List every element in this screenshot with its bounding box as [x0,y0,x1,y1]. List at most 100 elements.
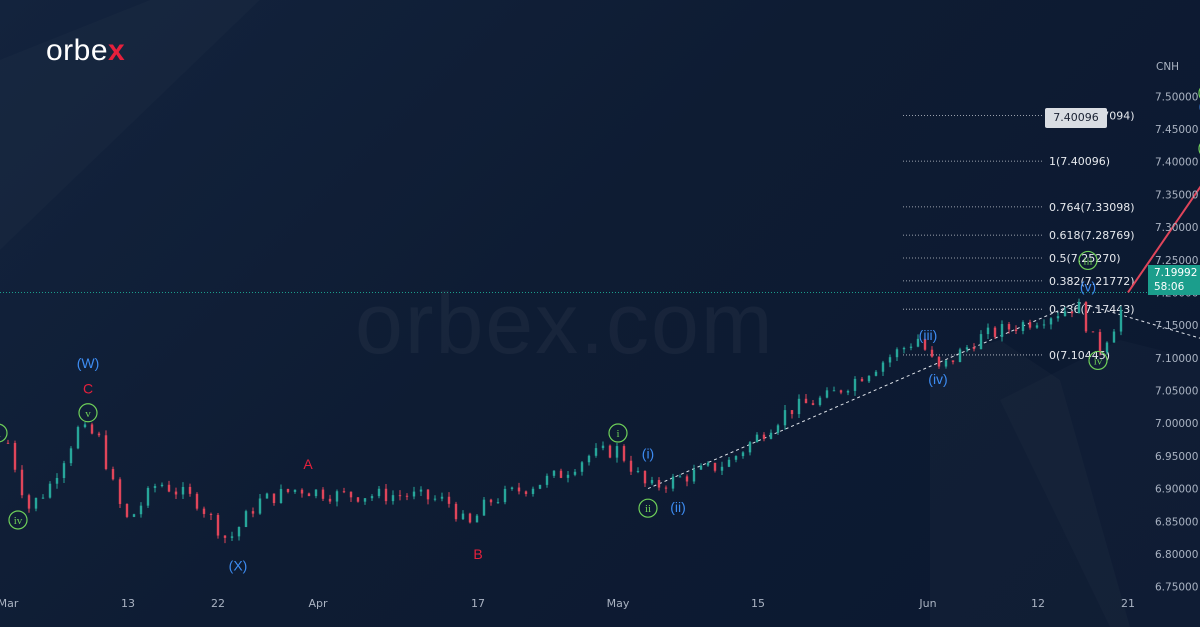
candle-body [265,493,269,499]
candle-body [426,489,430,500]
candle-body [139,505,143,515]
candle-body [293,489,297,492]
candle-body [559,470,563,478]
time-axis[interactable]: Mar1322Apr17May15Jun1221Jul [0,597,1200,610]
candle-body [440,496,444,499]
wave-label-circle [1088,350,1108,371]
wave-label-iii: iii [1078,250,1098,271]
y-tick-label: 7.25000 [1155,255,1198,267]
candle-body [986,327,990,335]
candle-body [153,486,157,488]
candle-body [321,489,325,499]
candle-body [671,476,675,489]
candle-body [650,480,654,484]
candle-body [6,442,10,444]
candle-body [342,491,346,493]
candle-body [146,487,150,506]
wave-label-text: i [616,428,619,440]
fib-level-label: 0.764(7.33098) [1049,201,1135,214]
candle-body [1028,322,1032,328]
target-price-box: 7.40096 [1045,108,1107,128]
candle-body [1042,324,1046,326]
projection-line[interactable] [1127,161,1200,294]
trend-line-upper[interactable] [1077,301,1200,355]
candle-body [1098,332,1102,353]
candle-body [881,362,885,372]
candle-body [867,375,871,382]
candle-body [958,349,962,363]
candle-body [62,463,66,479]
currency-label: CNH [1156,61,1179,73]
candle-body [335,491,339,502]
projection-arrow[interactable] [1127,147,1200,294]
y-tick-label: 6.85000 [1155,516,1198,528]
wave-label-text: ii [0,428,1,440]
candle-body [1014,329,1018,331]
candle-body [160,484,164,487]
candle-body [1112,331,1116,343]
candle-body [1063,311,1067,317]
fib-level-label: 0.5(7.25270) [1049,252,1121,265]
candle-body [692,469,696,482]
candle-body [979,334,983,350]
candle-body [202,508,206,514]
wave-label-C: C [83,381,93,397]
y-tick-label: 6.90000 [1155,484,1198,496]
candle-body [125,503,129,517]
wave-label-X: X [1198,87,1200,99]
price-axis[interactable]: 6.75000 6.80000 6.85000 6.90000 6.95000 7.000… [1155,91,1198,593]
candle-body [923,338,927,350]
candle-body [678,476,682,478]
candle-body [1119,309,1123,332]
candle-body [447,496,451,504]
candle-body [615,446,619,458]
candle-body [972,347,976,350]
candle-body [762,434,766,439]
trend-line-lower[interactable] [647,301,1079,490]
candle-body [552,470,556,476]
candle-body [223,535,227,538]
candle-body [825,390,829,398]
candle-body [41,497,45,499]
candle-body [272,493,276,504]
candle-body [118,479,122,504]
candle-body [391,495,395,502]
watermark: orbex.com [355,275,775,374]
brand-name-suffix: x [108,34,126,67]
candle-body [468,513,472,523]
y-tick-label: 7.45000 [1155,124,1198,136]
wave-label-text: v [85,408,91,420]
last-price-value: 7.19992 [1154,267,1198,279]
candle-body [237,526,241,537]
wave-label-circle [78,403,98,423]
candle-body [251,511,255,514]
candle-body [839,390,843,393]
candle-body [188,486,192,494]
candle-body [657,480,661,488]
candle-body [454,503,458,520]
wave-label-(v): (v) [1080,279,1096,295]
wave-label-circle [1198,87,1200,99]
y-tick-label: 7.50000 [1155,91,1198,103]
wave-label-(iii): (iii) [919,327,938,343]
candle-body [384,488,388,502]
wave-label-text: iv [1094,355,1103,367]
wave-label-iv: iv [1088,350,1108,371]
candle-body [286,488,290,492]
candlestick-series [6,298,1123,544]
wave-label-circle [1078,250,1098,271]
candle-body [930,349,934,357]
candle-body [734,456,738,460]
candle-body [636,470,640,472]
candle-body [1084,302,1088,332]
candle-body [853,378,857,391]
candle-body [258,498,262,514]
brand-logo: orbex [46,34,125,68]
candle-body [363,498,367,502]
candle-body [965,347,969,350]
candle-body [811,403,815,405]
candle-body [97,433,101,436]
wave-label-(W): (W) [77,355,100,371]
candle-body [314,489,318,497]
